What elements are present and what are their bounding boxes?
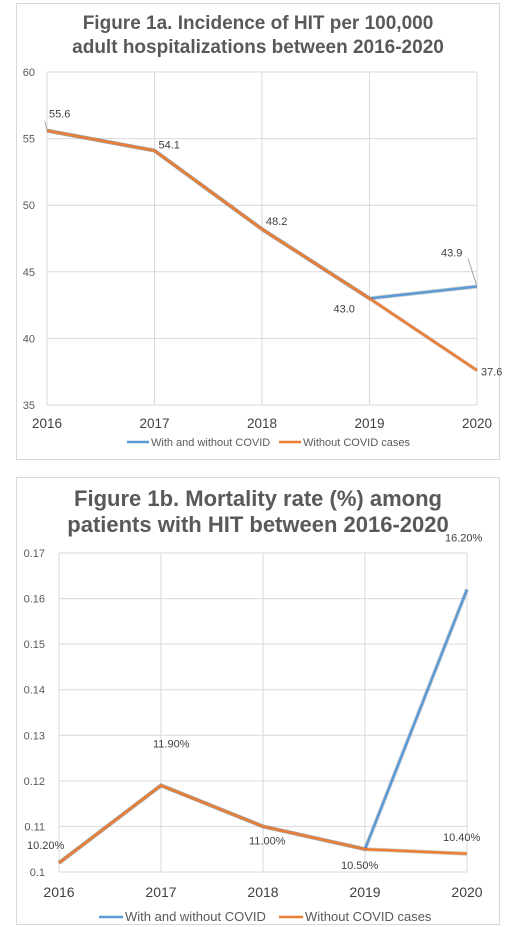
y-tick-label: 40	[23, 333, 35, 345]
x-tick-label: 2019	[354, 416, 384, 431]
y-tick-label: 45	[23, 267, 35, 279]
label-leader-line	[467, 258, 478, 287]
y-tick-label: 0.16	[24, 594, 45, 606]
y-tick-label: 50	[23, 200, 35, 212]
y-tick-label: 60	[23, 67, 35, 79]
data-label: 10.40%	[443, 832, 481, 844]
y-tick-label: 0.15	[24, 639, 45, 651]
x-tick-label: 2016	[43, 884, 74, 900]
data-label: 11.00%	[249, 835, 286, 847]
x-tick-label: 2016	[32, 416, 62, 431]
data-label: 37.6	[481, 366, 502, 378]
chart-plot-b: 0.1 0.11 0.12 0.13 0.14 0.15 0.16 0.17 2016 2017 2…	[24, 532, 483, 924]
y-tick-label: 0.17	[24, 548, 45, 560]
x-tick-label: 2020	[462, 416, 492, 431]
series-line-without-covid	[58, 784, 468, 864]
chart-panel-a: Figure 1a. Incidence of HIT per 100,000 …	[16, 3, 503, 460]
x-tick-label: 2019	[349, 884, 380, 900]
y-tick-label: 0.11	[24, 821, 45, 833]
y-tick-label: 0.14	[24, 685, 45, 697]
chart-title-b: Figure 1b. Mortality rate (%) among pati…	[67, 486, 449, 538]
data-label: 48.2	[266, 216, 287, 228]
data-label: 54.1	[159, 140, 180, 152]
legend-label: With and without COVID	[151, 437, 270, 449]
chart-title-a: Figure 1a. Incidence of HIT per 100,000 …	[72, 13, 444, 58]
label-leader-line	[44, 121, 48, 131]
data-label: 16.20%	[445, 532, 483, 544]
series-line-without-covid	[46, 129, 478, 372]
x-tick-label: 2017	[145, 884, 176, 900]
y-tick-label: 0.12	[24, 776, 45, 788]
legend-label: Without COVID cases	[303, 437, 410, 449]
y-tick-label: 0.1	[30, 867, 45, 879]
x-tick-label: 2020	[451, 884, 482, 900]
data-label: 10.50%	[341, 860, 379, 872]
data-label: 43.9	[441, 247, 462, 259]
chart-plot-a: 35 40 45 50 55 60 2016 2017 2018 2019 2020 55.6 54.1…	[23, 67, 503, 449]
chart-panel-b: Figure 1b. Mortality rate (%) among pati…	[16, 477, 500, 925]
data-label: 10.20%	[27, 840, 65, 852]
legend-label: With and without COVID	[125, 909, 266, 924]
x-tick-label: 2017	[139, 416, 169, 431]
data-label: 55.6	[49, 109, 70, 121]
y-tick-label: 35	[23, 400, 35, 412]
y-tick-label: 0.13	[24, 730, 45, 742]
x-tick-label: 2018	[247, 416, 277, 431]
data-label: 11.90%	[153, 738, 190, 750]
x-tick-label: 2018	[247, 884, 278, 900]
legend-label: Without COVID cases	[305, 909, 432, 924]
data-label: 43.0	[334, 303, 355, 315]
y-tick-label: 55	[23, 134, 35, 146]
